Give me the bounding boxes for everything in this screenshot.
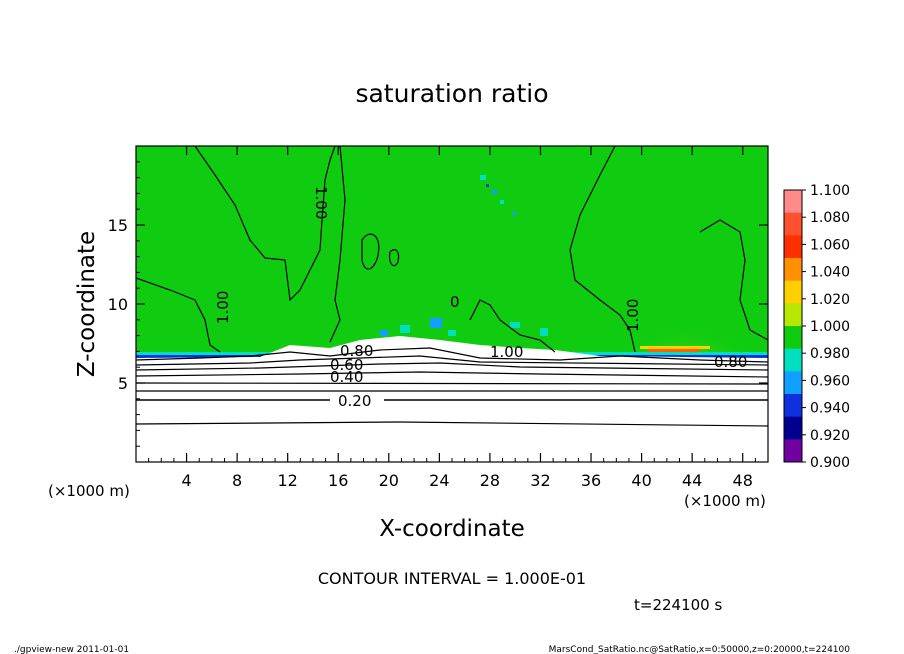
contour-label: 0.20 bbox=[338, 392, 371, 410]
contour-label: 1.00 bbox=[490, 343, 523, 361]
contour-1-00-right-loop bbox=[699, 219, 768, 341]
colorbar-label: 1.020 bbox=[810, 292, 850, 308]
x-tick-label: 8 bbox=[232, 471, 242, 490]
x-axis-unit: (×1000 m) bbox=[684, 492, 766, 510]
y-axis-label: Z-coordinate bbox=[74, 231, 100, 377]
contour-1-00-plume bbox=[194, 146, 336, 302]
colorbar-label: 1.000 bbox=[810, 319, 850, 335]
x-tick-label: 32 bbox=[530, 471, 550, 490]
contour-label: 0.40 bbox=[330, 368, 363, 386]
x-tick-label: 40 bbox=[631, 471, 651, 490]
y-tick-label: 15 bbox=[108, 216, 128, 235]
footer-left: ./gpview-new 2011-01-01 bbox=[14, 645, 129, 654]
y-axis-unit: (×1000 m) bbox=[48, 482, 130, 500]
colorbar-swatch bbox=[784, 371, 802, 395]
colorbar-swatch bbox=[784, 280, 802, 304]
colorbar: 1.100 1.080 1.060 1.040 1.020 1.000 0.980 0.960… bbox=[783, 183, 850, 471]
contour-label-group: 1.00 1.00 1.00 1.00 0 0.80 0.80 0.60 0.4… bbox=[214, 186, 747, 410]
colorbar-swatch bbox=[784, 212, 802, 236]
x-axis-label: X-coordinate bbox=[379, 516, 525, 542]
contour-label: 0.60 bbox=[330, 356, 363, 374]
contour-label: 1.00 bbox=[214, 291, 232, 324]
colorbar-label: 0.960 bbox=[810, 373, 850, 389]
colorbar-label: 0.940 bbox=[810, 401, 850, 417]
contour-label: 0 bbox=[450, 293, 460, 311]
footer-right: MarsCond_SatRatio.nc@SatRatio,x=0:50000,… bbox=[549, 645, 851, 654]
x-tick-label: 16 bbox=[328, 471, 348, 490]
contour-0-70 bbox=[136, 355, 768, 366]
y-tick-label: 10 bbox=[108, 295, 128, 314]
x-tick-label: 28 bbox=[480, 471, 500, 490]
colorbar-label: 0.920 bbox=[810, 428, 850, 444]
contour-0-40 bbox=[136, 382, 768, 385]
contour-label: 1.00 bbox=[624, 299, 642, 332]
x-tick-label: 44 bbox=[682, 471, 702, 490]
contour-1-00-loop bbox=[361, 233, 380, 270]
colorbar-swatch bbox=[784, 258, 802, 282]
colorbar-swatch bbox=[784, 303, 802, 327]
contour-1-00-mid bbox=[469, 299, 556, 353]
colorbar-swatch bbox=[784, 190, 802, 214]
contour-0-10 bbox=[136, 421, 768, 427]
contour-interval-note: CONTOUR INTERVAL = 1.000E-01 bbox=[318, 569, 586, 588]
colorbar-swatch bbox=[784, 439, 802, 463]
colorbar-swatch bbox=[784, 326, 802, 350]
colorbar-label: 1.080 bbox=[810, 210, 850, 226]
contour-1-00-right bbox=[569, 146, 636, 353]
x-tick-label: 4 bbox=[181, 471, 191, 490]
contour-label: 1.00 bbox=[312, 186, 330, 219]
colorbar-swatch bbox=[784, 235, 802, 259]
x-tick-label: 24 bbox=[429, 471, 449, 490]
colorbar-label: 0.900 bbox=[810, 455, 850, 471]
contour-label: 0.80 bbox=[714, 353, 747, 371]
colorbar-swatch bbox=[784, 348, 802, 372]
chart-title: saturation ratio bbox=[355, 79, 548, 108]
colorbar-label: 1.040 bbox=[810, 265, 850, 281]
contour-1-00-left bbox=[136, 277, 221, 353]
time-note: t=224100 s bbox=[634, 596, 722, 614]
contour-0-60 bbox=[136, 362, 768, 371]
contour-lines bbox=[136, 146, 768, 427]
x-axis: 4 8 12 16 20 24 28 32 36 40 44 48 bbox=[148, 146, 756, 490]
plot-area: 1.00 1.00 1.00 1.00 0 0.80 0.80 0.60 0.4… bbox=[136, 146, 768, 462]
hot-spot-yellow bbox=[640, 346, 710, 349]
x-tick-label: 20 bbox=[379, 471, 399, 490]
colorbar-label: 1.060 bbox=[810, 237, 850, 253]
y-axis: 5 10 15 bbox=[108, 161, 768, 447]
contour-0-50 bbox=[136, 371, 768, 378]
contour-1-00-plume-right bbox=[329, 146, 346, 343]
contour-label: 0.80 bbox=[340, 342, 373, 360]
contour-0-80 bbox=[136, 347, 768, 363]
x-tick-label: 36 bbox=[581, 471, 601, 490]
x-tick-label: 48 bbox=[733, 471, 753, 490]
cloud-noise bbox=[380, 175, 548, 336]
colorbar-swatch bbox=[784, 416, 802, 440]
y-tick-label: 5 bbox=[118, 374, 128, 393]
colorbar-label: 1.100 bbox=[810, 183, 850, 199]
contour-1-00-small-loop bbox=[389, 249, 400, 267]
x-tick-label: 12 bbox=[278, 471, 298, 490]
colorbar-swatch bbox=[784, 394, 802, 418]
colorbar-label: 0.980 bbox=[810, 346, 850, 362]
